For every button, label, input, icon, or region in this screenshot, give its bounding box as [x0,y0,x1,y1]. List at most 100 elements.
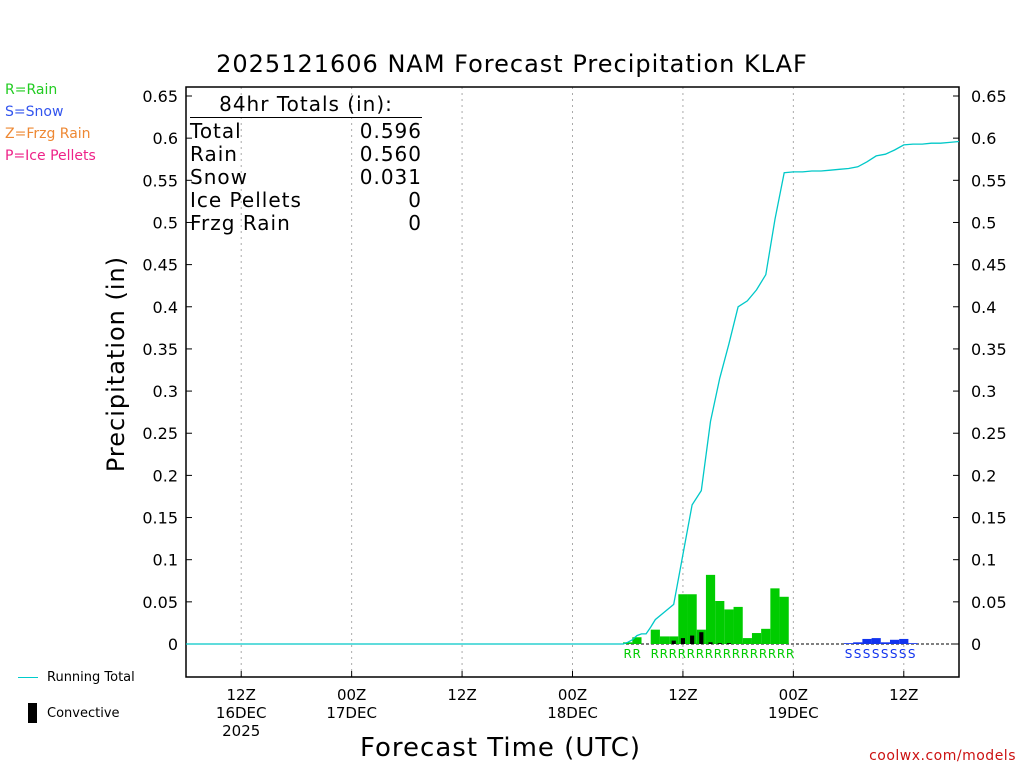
convective-bar [690,635,695,644]
y-tick-label: 0 [971,635,981,654]
snow-bar [862,638,872,644]
rain-bar [724,609,734,644]
rain-bar [733,606,743,644]
rain-type-letter: R [687,647,695,661]
totals-label: Snow [190,165,248,189]
totals-value: 0 [408,188,422,212]
y-tick-label: 0.45 [971,256,1007,275]
y-tick-label: 0.15 [142,509,178,528]
snow-type-letter: S [872,647,880,661]
snow-type-letter: S [881,647,889,661]
convective-bar [680,638,685,644]
rain-bar [715,601,725,644]
totals-label: Ice Pellets [190,188,302,212]
x-axis-label: Forecast Time (UTC) [360,733,642,763]
rain-type-letter: R [696,647,704,661]
rain-type-letter: R [750,647,758,661]
convective-bar [717,643,722,644]
totals-label: Frzg Rain [190,211,291,235]
totals-row: Snow 0.031 [190,166,422,189]
running-total-key-label: Running Total [47,670,135,685]
legend-ice-pellets: P=Ice Pellets [5,148,96,164]
rain-bar [659,636,670,644]
snow-type-letter: S [899,647,907,661]
snow-type-letter: S [845,647,853,661]
legend-snow: S=Snow [5,104,64,120]
rain-type-letter: R [678,647,686,661]
y-tick-label: 0.2 [153,466,178,485]
snow-bar [843,643,854,644]
y-tick-label: 0.65 [142,87,178,106]
totals-row: Frzg Rain 0 [190,212,422,235]
rain-bar [687,594,697,644]
y-tick-label: 0.5 [971,213,996,232]
rain-type-letter: R [723,647,731,661]
y-tick-label: 0.05 [971,593,1007,612]
snow-type-letter: S [863,647,871,661]
y-tick-label: 0.2 [971,466,996,485]
credit-link[interactable]: coolwx.com/models [869,748,1016,764]
y-tick-label: 0.5 [153,213,178,232]
legend-rain: R=Rain [5,82,58,98]
rain-type-letter: R [660,647,668,661]
snow-bar [908,643,918,644]
legend-frzg-rain: Z=Frzg Rain [5,126,91,142]
snow-bar [899,638,909,644]
y-tick-label: 0.3 [971,382,996,401]
rain-type-letter: R [732,647,740,661]
rain-bar [761,628,771,644]
snow-type-letter: S [908,647,916,661]
rain-type-letter: R [759,647,767,661]
y-tick-label: 0.55 [142,171,178,190]
y-tick-label: 0.15 [971,509,1007,528]
rain-bar [779,596,789,644]
convective-key-box [28,703,37,723]
x-tick-label: 12Z [668,686,697,704]
rain-bar [678,594,688,644]
y-axis-label: Precipitation (in) [102,255,130,473]
rain-bar [623,642,633,644]
totals-label: Rain [190,142,238,166]
convective-bar [671,640,676,644]
totals-value: 0 [408,211,422,235]
rain-type-letter: R [624,647,632,661]
rain-bar [751,633,762,644]
rain-bar [650,629,660,644]
convective-bar [708,642,713,644]
totals-box: 84hr Totals (in): Total 0.596 Rain 0.560… [190,92,422,235]
x-tick-label: 12Z [447,686,476,704]
totals-row: Total 0.596 [190,120,422,143]
totals-header: 84hr Totals (in): [190,92,422,118]
snow-bar [889,639,900,644]
x-tick-label: 12Z 16DEC 2025 [216,686,267,740]
y-tick-label: 0.4 [971,298,996,317]
snow-bar [853,642,863,644]
y-tick-label: 0.35 [142,340,178,359]
running-total-line [186,140,960,645]
y-tick-label: 0 [168,635,178,654]
rain-type-letter: R [786,647,794,661]
y-tick-label: 0.1 [153,551,178,570]
snow-bar [871,638,881,644]
y-tick-label: 0.1 [971,551,996,570]
totals-row: Rain 0.560 [190,143,422,166]
x-tick-label: 00Z 18DEC [547,686,598,722]
convective-key-label: Convective [47,706,120,721]
rain-type-letter: R [714,647,722,661]
y-tick-label: 0.6 [971,129,996,148]
y-tick-label: 0.55 [971,171,1007,190]
rain-bar [742,638,752,644]
rain-type-letter: R [633,647,641,661]
x-tick-label: 12Z [889,686,918,704]
rain-type-letter: R [705,647,713,661]
totals-label: Total [190,119,242,143]
totals-value: 0.596 [359,119,422,143]
rain-bar [632,637,642,644]
rain-type-letter: R [768,647,776,661]
y-tick-label: 0.6 [153,129,178,148]
rain-type-letter: R [741,647,749,661]
running-total-key-line [18,677,38,678]
convective-bar [699,632,704,644]
totals-value: 0.031 [359,165,422,189]
